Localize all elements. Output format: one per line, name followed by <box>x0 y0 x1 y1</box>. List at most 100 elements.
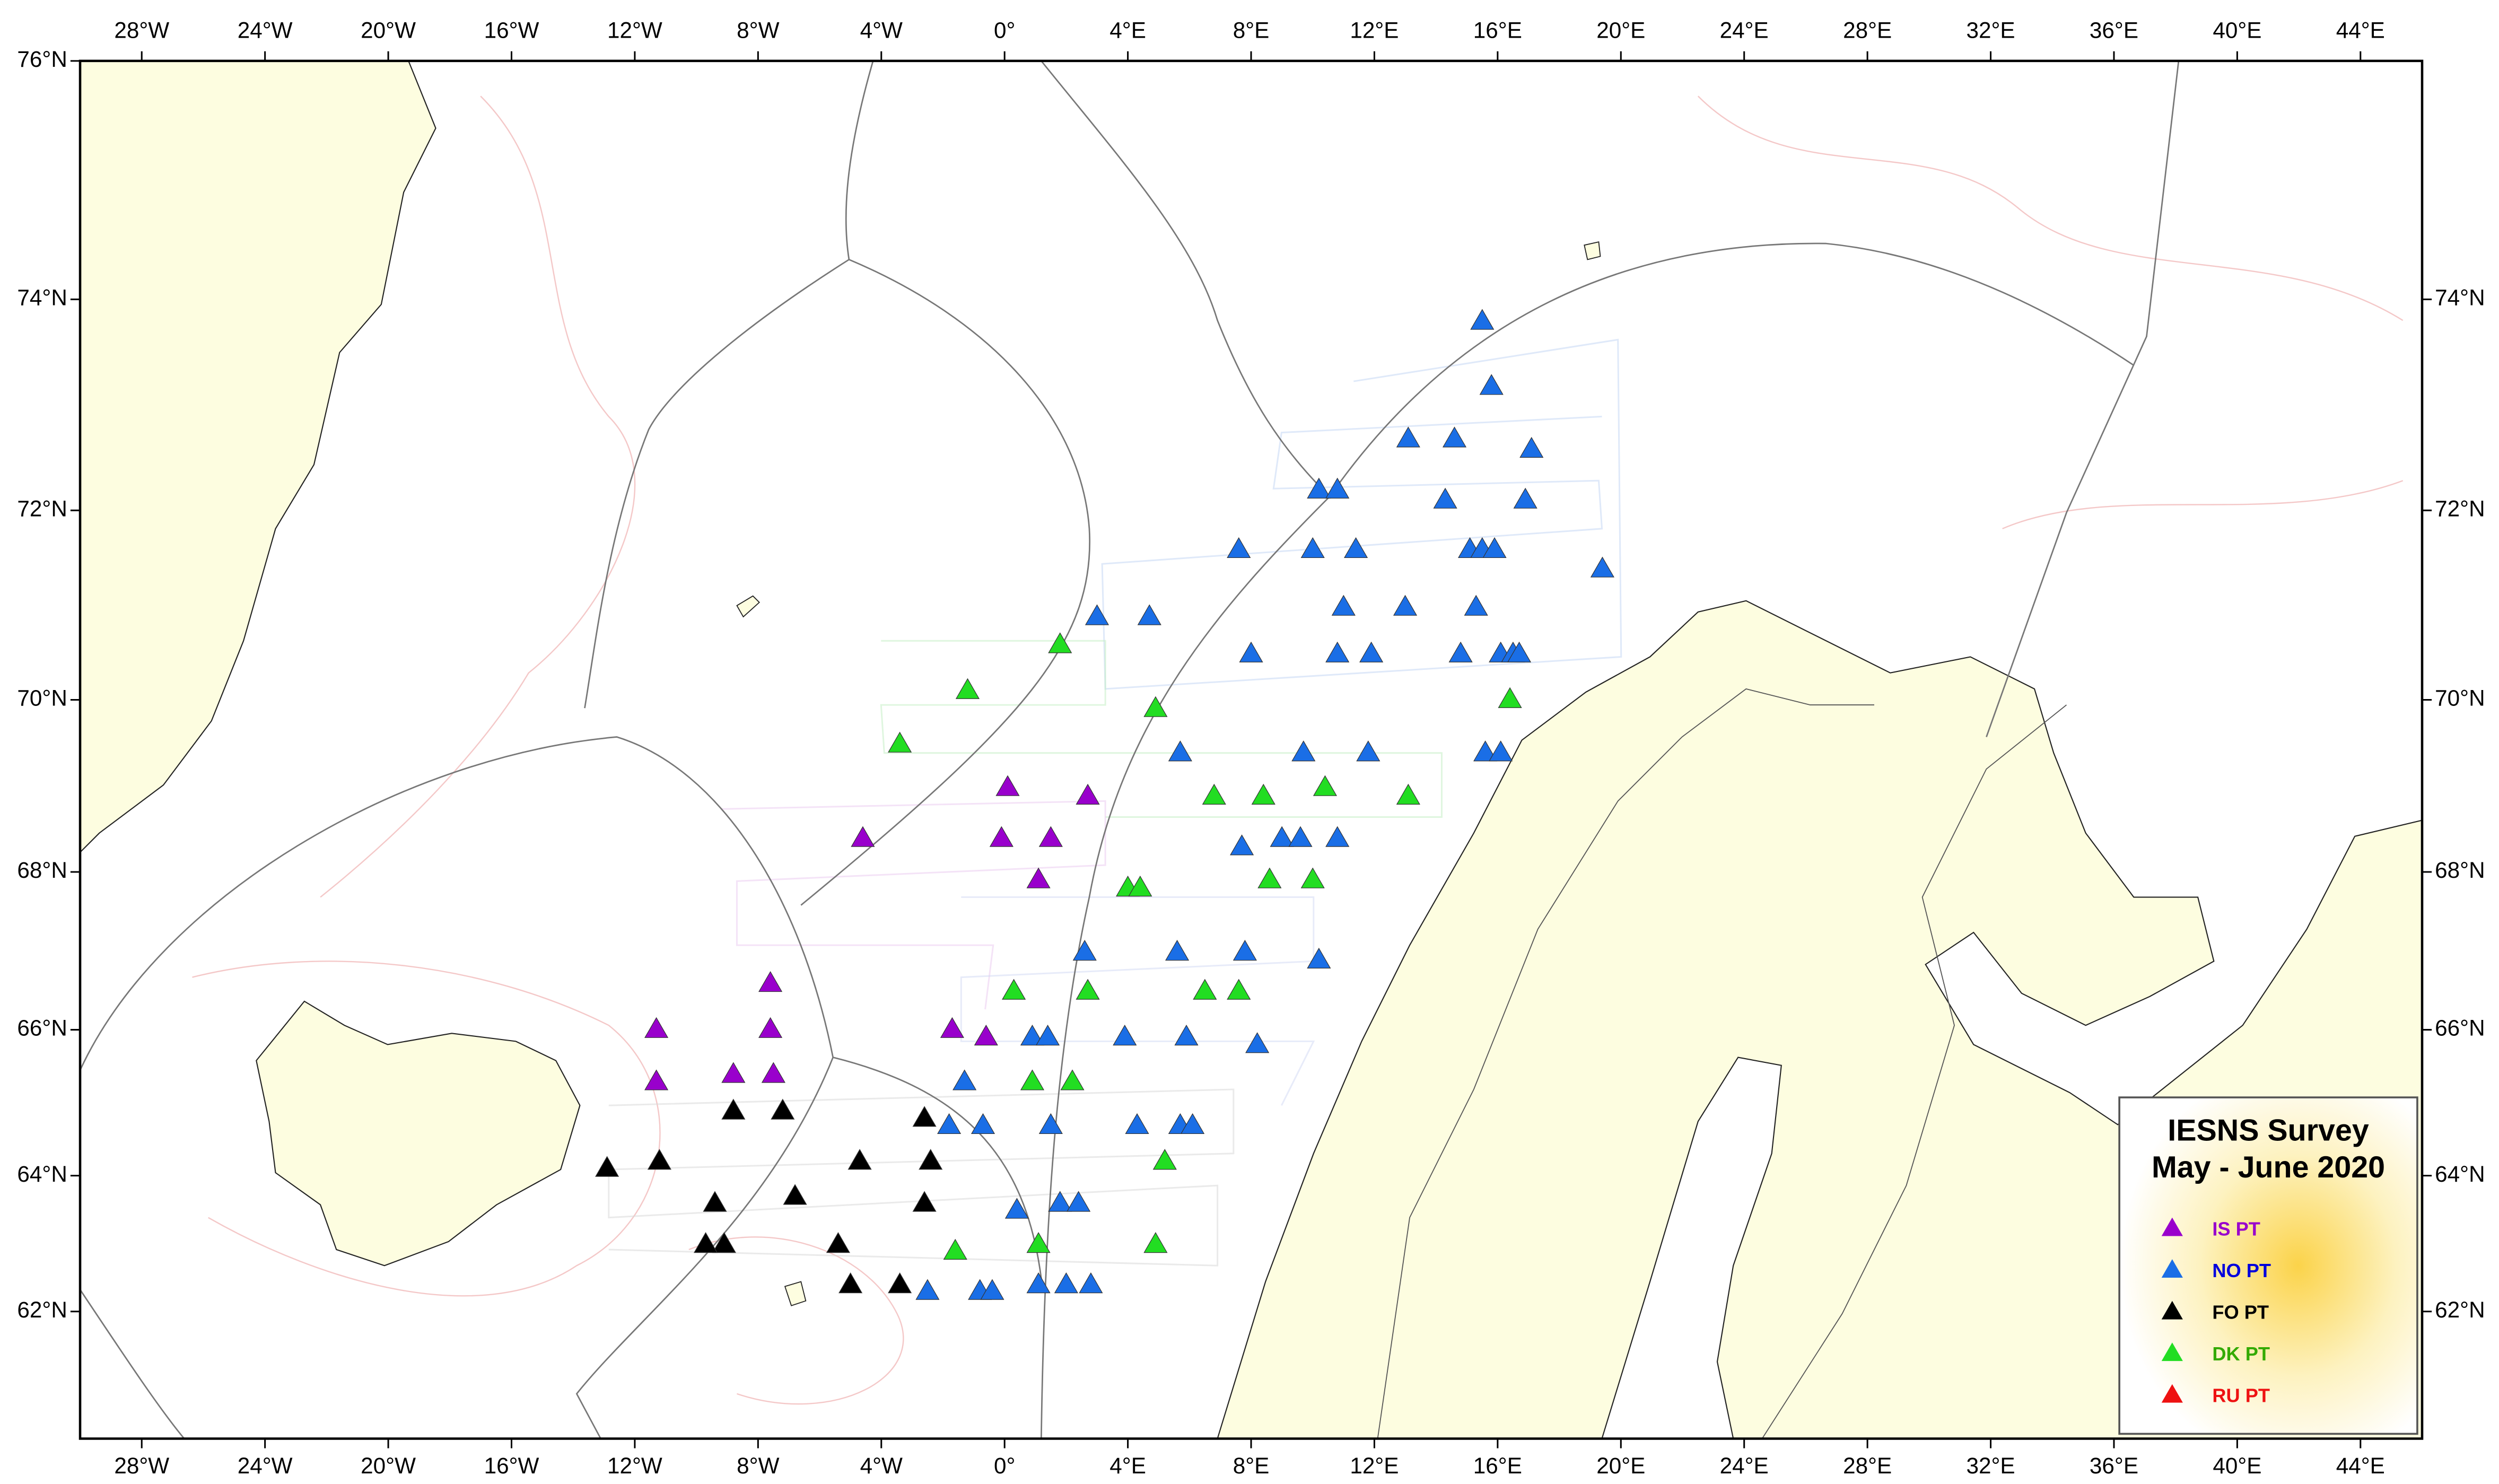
station-marker <box>1152 1149 1177 1170</box>
station-marker <box>1072 939 1097 961</box>
station-marker <box>647 1149 671 1170</box>
station-marker <box>974 1024 998 1046</box>
y-tick-label-left: 64°N <box>17 1162 67 1186</box>
station-marker <box>1513 487 1537 509</box>
survey-tracks <box>608 338 1622 1267</box>
station-marker <box>1300 537 1325 558</box>
station-marker <box>1020 1069 1045 1090</box>
x-tick-label-top: 4°E <box>1109 18 1146 43</box>
station-marker <box>1239 641 1263 662</box>
station-marker <box>937 1113 962 1134</box>
station-marker <box>1251 783 1275 805</box>
y-tick-label-right: 72°N <box>2435 496 2485 521</box>
borders <box>1377 688 2067 1439</box>
station-marker <box>847 1149 872 1170</box>
x-tick-label-top: 44°E <box>2336 18 2385 43</box>
station-marker <box>1165 939 1190 961</box>
station-marker <box>1067 1191 1091 1212</box>
station-marker <box>1026 867 1051 888</box>
x-tick-label-top: 28°W <box>114 18 169 43</box>
x-tick-label-top: 12°E <box>1350 18 1399 43</box>
station-marker <box>1359 641 1384 662</box>
station-marker <box>1085 604 1109 625</box>
greenland <box>80 60 436 853</box>
station-marker <box>1356 740 1380 762</box>
station-marker <box>1233 939 1257 961</box>
station-marker <box>1125 1113 1149 1134</box>
station-marker <box>1393 595 1418 616</box>
y-tick-label-right: 66°N <box>2435 1016 2485 1041</box>
station-marker <box>1230 834 1254 856</box>
x-tick-label-bottom: 36°E <box>2090 1453 2138 1478</box>
station-marker <box>1396 426 1420 448</box>
station-marker <box>1054 1272 1078 1294</box>
y-tick-label-right: 68°N <box>2435 858 2485 883</box>
x-tick-label-bottom: 8°W <box>737 1453 779 1478</box>
station-marker <box>771 1098 795 1120</box>
x-tick-label-bottom: 8°E <box>1233 1453 1270 1478</box>
y-tick-label-right: 70°N <box>2435 686 2485 711</box>
station-marker <box>1137 604 1161 625</box>
station-marker <box>1193 979 1217 1000</box>
station-marker <box>1113 1024 1137 1046</box>
station-marker <box>1002 979 1026 1000</box>
station-marker <box>1257 867 1282 888</box>
x-tick-label-top: 36°E <box>2090 18 2138 43</box>
legend-marker <box>2161 1217 2183 1236</box>
gulf-of-bothnia <box>1601 1057 1782 1439</box>
legend-subtitle: May - June 2020 <box>2152 1150 2385 1184</box>
x-tick-label-bottom: 4°W <box>860 1453 903 1478</box>
legend-marker <box>2161 1300 2183 1320</box>
station-marker <box>1473 740 1498 762</box>
station-marker <box>1288 826 1313 847</box>
y-tick-label-left: 74°N <box>17 285 67 310</box>
station-marker <box>1300 867 1325 888</box>
station-marker <box>1331 595 1356 616</box>
station-marker <box>712 1232 736 1253</box>
station-marker <box>912 1106 937 1127</box>
station-marker <box>693 1232 718 1253</box>
legend-label: NO PT <box>2212 1260 2271 1281</box>
station-marker <box>595 1156 619 1177</box>
station-marker <box>915 1279 940 1300</box>
station-marker <box>888 731 912 753</box>
station-marker <box>1433 487 1457 509</box>
station-marker <box>1143 1232 1168 1253</box>
station-marker <box>989 826 1013 847</box>
station-marker <box>1470 309 1495 330</box>
station-marker <box>1464 595 1488 616</box>
station-marker <box>1498 687 1522 708</box>
legend-marker <box>2161 1342 2183 1361</box>
eez-boundaries <box>80 60 2180 1439</box>
station-marker <box>1307 477 1331 499</box>
legend: IESNS Survey May - June 2020 IS PT NO PT F… <box>2118 1096 2418 1435</box>
legend-label: FO PT <box>2212 1301 2269 1323</box>
station-marker <box>1313 775 1338 796</box>
station-marker <box>995 775 1020 796</box>
station-marker <box>1245 1032 1270 1053</box>
station-marker <box>1442 426 1467 448</box>
station-marker <box>980 1279 1004 1300</box>
x-tick-label-top: 32°E <box>1966 18 2015 43</box>
iceland <box>256 1000 581 1267</box>
station-marker <box>1035 1024 1060 1046</box>
x-tick-label-top: 4°W <box>860 18 903 43</box>
station-marker <box>1482 537 1507 558</box>
faroe-islands <box>784 1281 807 1306</box>
x-tick-label-top: 16°E <box>1473 18 1522 43</box>
x-tick-label-bottom: 24°W <box>238 1453 293 1478</box>
station-marker <box>1479 374 1504 395</box>
x-tick-label-top: 16°W <box>484 18 539 43</box>
x-tick-label-top: 24°E <box>1720 18 1769 43</box>
station-marker <box>1174 1024 1199 1046</box>
x-tick-label-top: 8°E <box>1233 18 1270 43</box>
x-tick-label-top: 20°W <box>361 18 416 43</box>
station-marker <box>1291 740 1316 762</box>
station-marker <box>1344 537 1368 558</box>
station-marker <box>971 1113 995 1134</box>
station-marker <box>1507 641 1532 662</box>
station-marker <box>1020 1024 1045 1046</box>
stations <box>595 309 1614 1300</box>
station-marker <box>1227 979 1251 1000</box>
